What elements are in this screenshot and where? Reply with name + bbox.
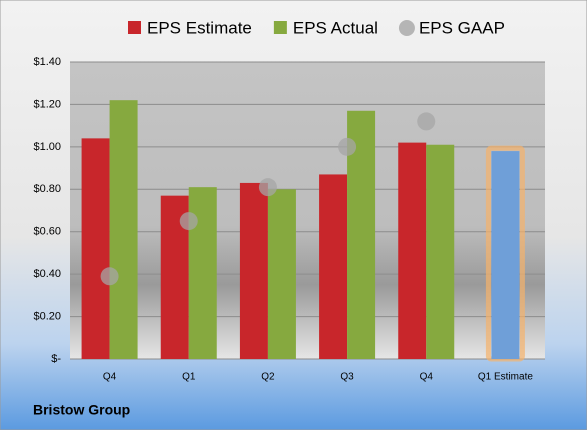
bar (491, 151, 520, 359)
gaap-marker (258, 178, 277, 197)
footer: Bristow Group (33, 402, 130, 418)
legend-label: EPS GAAP (419, 18, 505, 37)
legend-marker (273, 21, 287, 34)
bar (81, 138, 110, 359)
bar (188, 187, 217, 359)
legend-marker (128, 21, 141, 34)
x-tick-label: Q1 (182, 372, 196, 383)
gaap-marker (417, 112, 436, 131)
gaap-marker (179, 212, 198, 231)
x-tick-label: Q3 (340, 372, 354, 383)
y-tick-label: $0.60 (33, 226, 61, 238)
y-tick-label: $1.20 (33, 98, 61, 110)
x-tick-label: Q1 Estimate (478, 372, 533, 383)
legend-label: EPS Estimate (147, 18, 252, 37)
x-tick-label: Q4 (103, 372, 117, 383)
x-tick-label: Q4 (420, 372, 434, 383)
y-tick-label: $- (51, 353, 61, 365)
x-tick-label: Q2 (261, 372, 275, 383)
y-tick-label: $0.40 (33, 268, 61, 280)
y-tick-label: $0.20 (33, 310, 61, 322)
bar (239, 182, 268, 359)
plot-area (70, 62, 545, 359)
y-tick-label: $0.80 (33, 183, 61, 195)
y-tick-label: $1.00 (33, 141, 61, 153)
bar (426, 144, 455, 359)
bar (109, 100, 138, 359)
bar (319, 174, 348, 359)
gaap-marker (100, 267, 119, 286)
legend-label: EPS Actual (293, 18, 378, 37)
bar (398, 142, 427, 359)
gaap-marker (338, 137, 357, 156)
bar (267, 189, 296, 359)
y-tick-label: $1.40 (33, 56, 61, 68)
legend-marker (398, 20, 415, 36)
